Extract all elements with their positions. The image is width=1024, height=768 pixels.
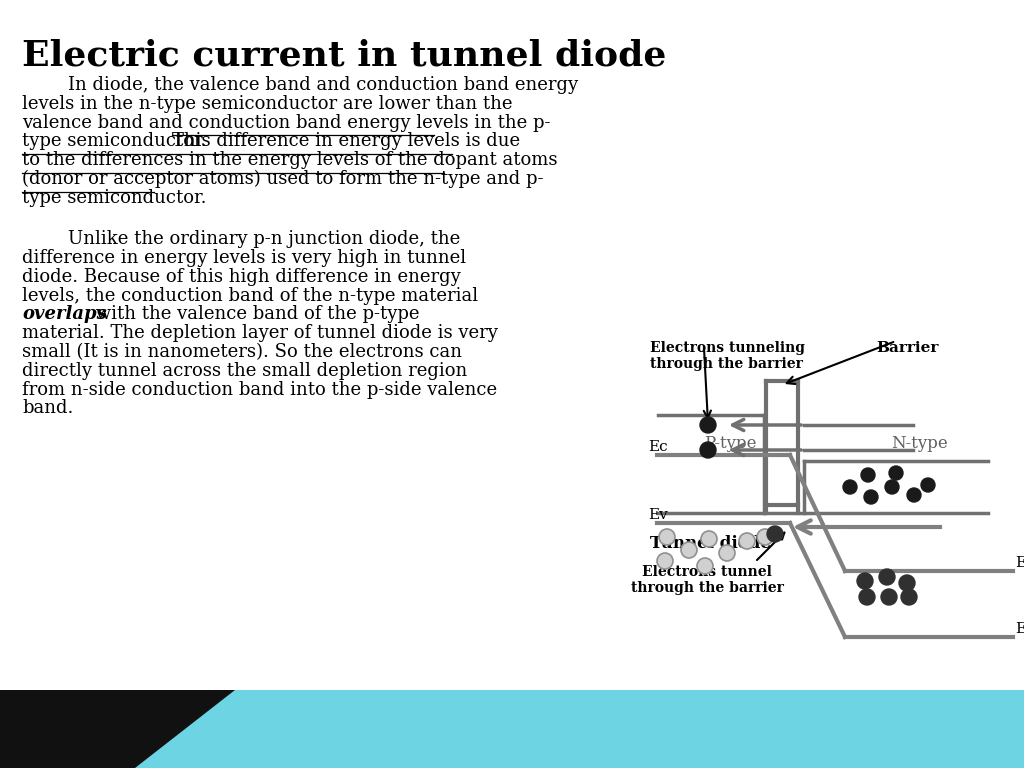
Circle shape (907, 488, 921, 502)
Text: Ev: Ev (648, 508, 668, 522)
Text: N-type: N-type (892, 435, 948, 452)
Text: diode. Because of this high difference in energy: diode. Because of this high difference i… (22, 268, 461, 286)
Text: valence band and conduction band energy levels in the p-: valence band and conduction band energy … (22, 114, 551, 131)
Circle shape (864, 490, 878, 504)
Circle shape (767, 526, 783, 542)
Circle shape (881, 589, 897, 605)
Text: Unlike the ordinary p-n junction diode, the: Unlike the ordinary p-n junction diode, … (22, 230, 460, 248)
Text: Barrier: Barrier (876, 341, 938, 355)
Text: Ev: Ev (1015, 622, 1024, 636)
Circle shape (885, 480, 899, 494)
Circle shape (757, 529, 773, 545)
Circle shape (901, 589, 918, 605)
Circle shape (700, 442, 716, 458)
Circle shape (843, 480, 857, 494)
Text: (donor or acceptor atoms) used to form the n-type and p-: (donor or acceptor atoms) used to form t… (22, 170, 544, 188)
Text: This difference in energy levels is due: This difference in energy levels is due (172, 132, 520, 151)
Circle shape (857, 573, 873, 589)
FancyBboxPatch shape (0, 0, 1024, 690)
Text: type semiconductor.: type semiconductor. (22, 189, 207, 207)
Circle shape (659, 529, 675, 545)
Circle shape (739, 533, 755, 549)
Circle shape (921, 478, 935, 492)
Text: from n-side conduction band into the p-side valence: from n-side conduction band into the p-s… (22, 381, 497, 399)
Text: small (It is in nanometers). So the electrons can: small (It is in nanometers). So the elec… (22, 343, 462, 361)
Circle shape (697, 558, 713, 574)
Circle shape (701, 531, 717, 547)
Text: directly tunnel across the small depletion region: directly tunnel across the small depleti… (22, 362, 467, 379)
Circle shape (700, 417, 716, 433)
Text: Ec: Ec (648, 440, 668, 454)
Circle shape (719, 545, 735, 561)
Text: Electrons tunneling
through the barrier: Electrons tunneling through the barrier (650, 341, 805, 371)
Circle shape (859, 589, 874, 605)
Circle shape (899, 575, 915, 591)
Circle shape (861, 468, 874, 482)
Text: levels, the conduction band of the n-type material: levels, the conduction band of the n-typ… (22, 286, 478, 305)
Text: Tunnel diode: Tunnel diode (650, 535, 771, 552)
Circle shape (889, 466, 903, 480)
Text: Electric current in tunnel diode: Electric current in tunnel diode (22, 38, 667, 72)
Text: with the valence band of the p-type: with the valence band of the p-type (90, 306, 420, 323)
FancyBboxPatch shape (0, 690, 1024, 768)
Text: levels in the n-type semiconductor are lower than the: levels in the n-type semiconductor are l… (22, 94, 512, 113)
Text: overlaps: overlaps (22, 306, 106, 323)
Text: In diode, the valence band and conduction band energy: In diode, the valence band and conductio… (22, 76, 579, 94)
Text: difference in energy levels is very high in tunnel: difference in energy levels is very high… (22, 249, 466, 267)
Circle shape (879, 569, 895, 585)
Text: band.: band. (22, 399, 74, 417)
Circle shape (681, 542, 697, 558)
Text: Ec: Ec (1015, 556, 1024, 570)
Text: material. The depletion layer of tunnel diode is very: material. The depletion layer of tunnel … (22, 324, 498, 343)
Text: to the differences in the energy levels of the dopant atoms: to the differences in the energy levels … (22, 151, 557, 169)
Text: type semiconductor.: type semiconductor. (22, 132, 212, 151)
Circle shape (657, 553, 673, 569)
Polygon shape (0, 690, 234, 768)
Text: P-type: P-type (703, 435, 757, 452)
Text: Electrons tunnel
through the barrier: Electrons tunnel through the barrier (631, 565, 783, 595)
